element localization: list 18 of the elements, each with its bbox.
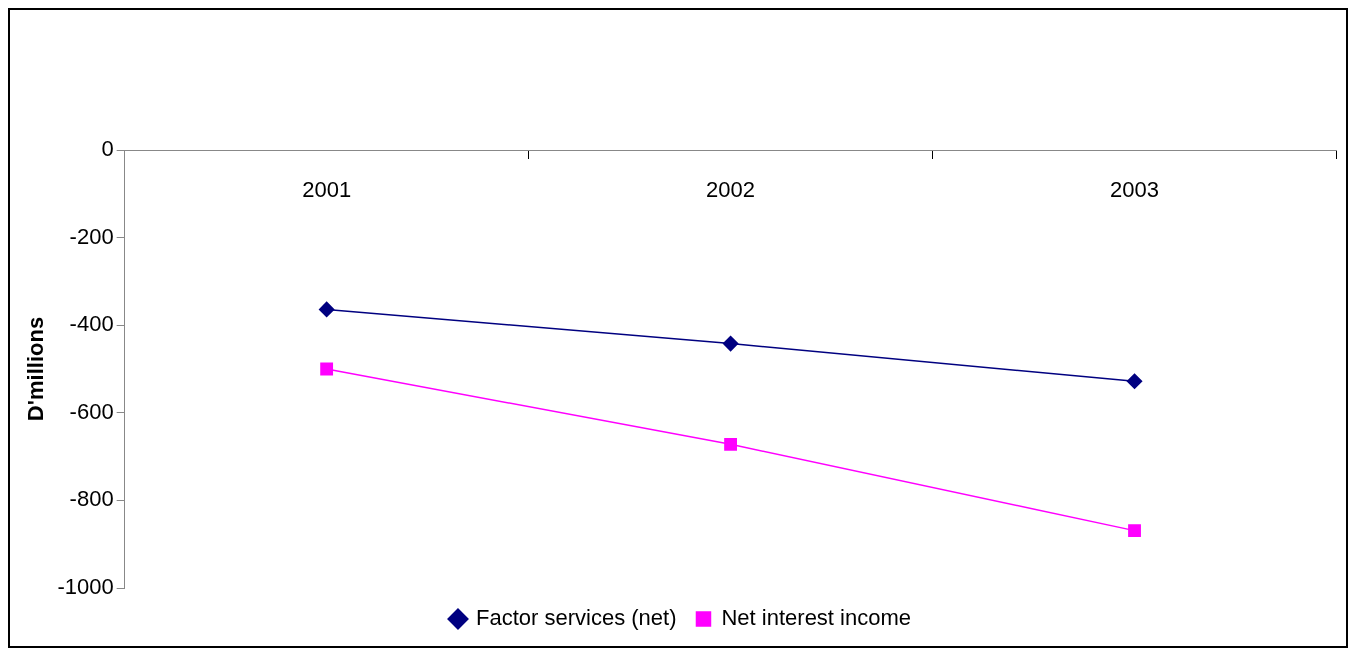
- y-tick-label: -1000: [57, 574, 114, 600]
- x-tick-label: 2001: [302, 177, 352, 203]
- point: [1126, 373, 1143, 390]
- y-tick-label: -600: [69, 398, 114, 424]
- point: [318, 301, 335, 318]
- y-tick-label: -200: [69, 223, 114, 249]
- point: [722, 335, 739, 352]
- x-tick-label: 2003: [1110, 177, 1159, 203]
- legend-label: Net interest income: [721, 605, 912, 631]
- point: [320, 362, 334, 376]
- legend-label: Factor services (net): [475, 605, 677, 631]
- y-tick-label: 0: [101, 136, 114, 162]
- y-axis-title: D'millions: [23, 316, 49, 422]
- x-tick-label: 2002: [706, 177, 756, 203]
- point: [1128, 524, 1141, 538]
- point: [724, 437, 737, 451]
- y-tick-label: -400: [69, 311, 114, 337]
- y-tick-label: -800: [69, 486, 114, 512]
